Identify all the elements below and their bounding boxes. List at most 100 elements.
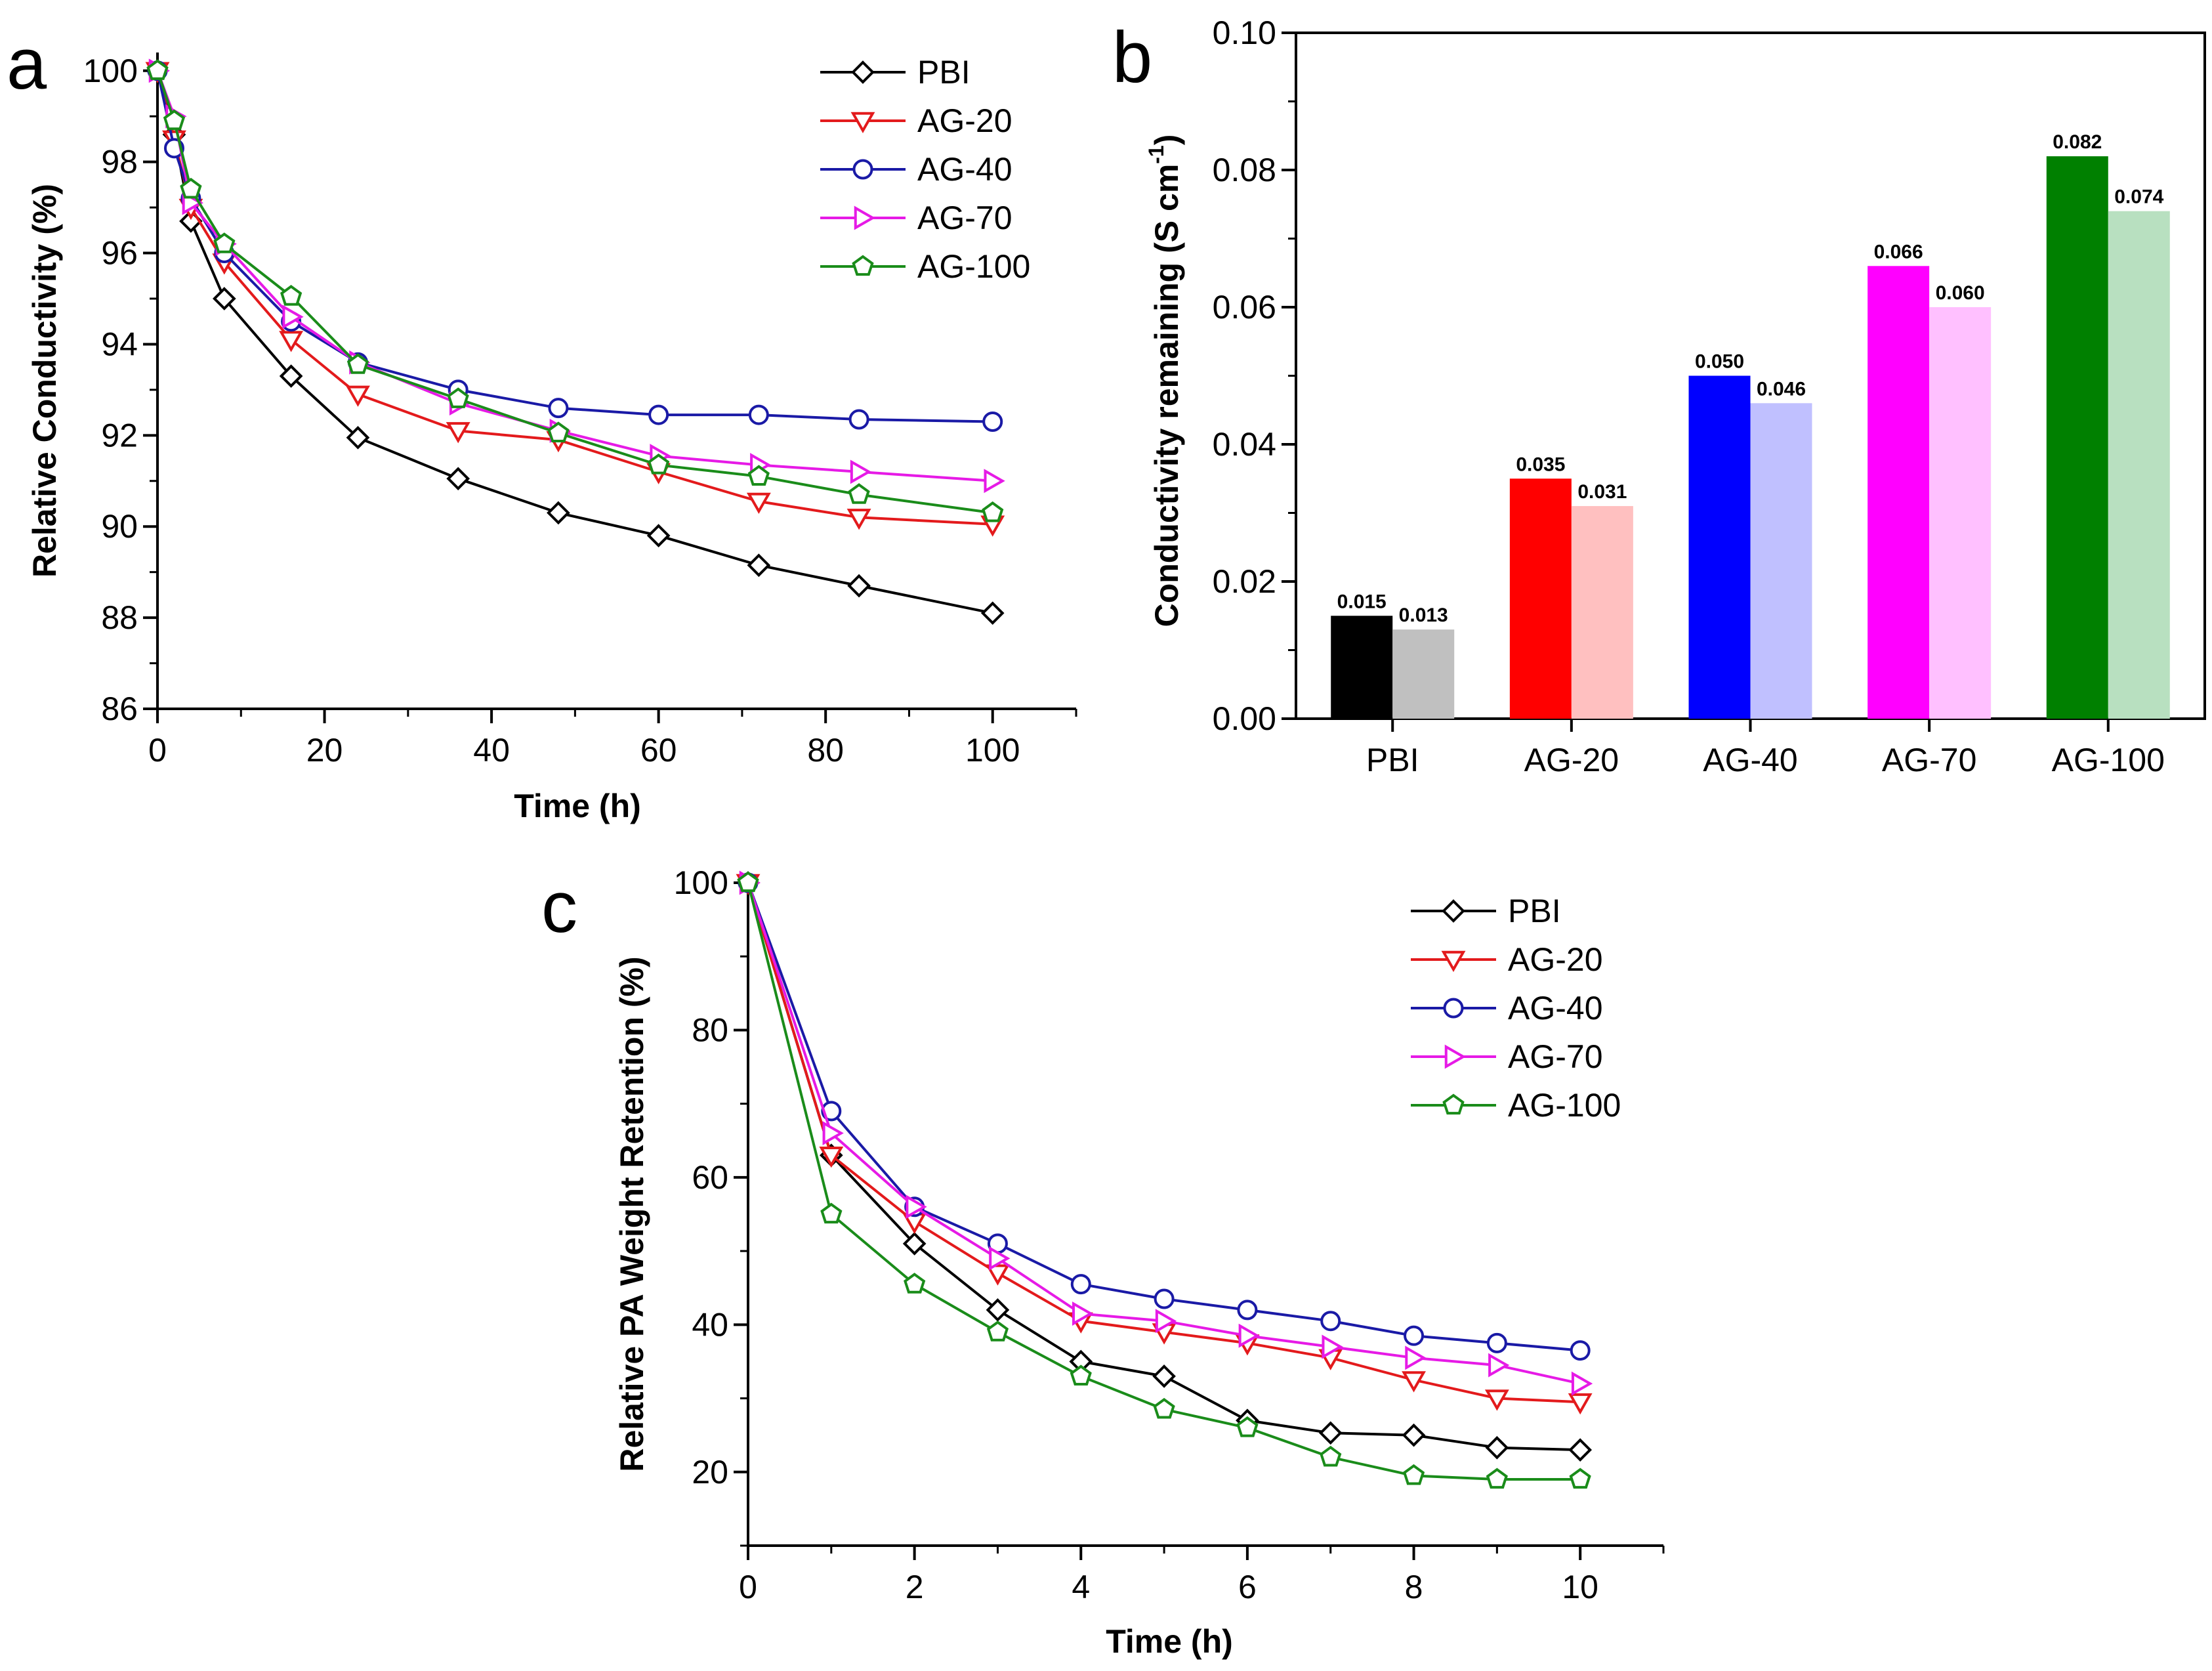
a-plot-xtick-label-40: 40 [473, 732, 510, 769]
b-plot-ytick-label-2: 0.04 [1213, 426, 1276, 463]
c-plot-point-pbi-5 [1152, 1364, 1176, 1388]
a-plot-xtick-label-0: 0 [148, 732, 167, 769]
b-plot-cat-label-ag-20: AG-20 [1524, 742, 1619, 778]
c-plot-series-ag-70 [739, 870, 1593, 1396]
a-plot-point-pbi-6 [446, 467, 470, 491]
c-plot-xtick-label-10: 10 [1562, 1569, 1598, 1605]
panel-c-plot-area: 0 2 4 6 8 10 20 40 60 80 100 PBI AG-20 AG-40 AG-70 AG-1… [674, 864, 1665, 1605]
c-plot-point-ag-40-7 [1320, 1311, 1341, 1332]
panel-label-a: a [7, 24, 47, 104]
b-plot-bar-label-ag-40-dark: 0.050 [1695, 351, 1744, 373]
b-plot-bar-label-pbi-dark: 0.015 [1337, 591, 1387, 612]
panel-a-plot-area: 0 20 40 60 80 100 86 88 90 92 94 96 98 100 PBI AG-20 AG-… [83, 53, 1077, 769]
c-plot-point-pbi-2 [902, 1232, 927, 1256]
c-plot-point-ag-100-5 [1153, 1397, 1175, 1419]
c-plot-point-ag-70-4 [1072, 1301, 1094, 1326]
a-plot-point-ag-100-9 [747, 465, 770, 486]
c-plot-point-pbi-7 [1318, 1421, 1343, 1445]
a-plot-point-ag-100-10 [848, 483, 870, 504]
a-plot-point-ag-100-11 [982, 501, 1004, 522]
a-plot-xtick-label-100: 100 [965, 732, 1020, 769]
a-plot-ytick-label-96: 96 [101, 235, 138, 272]
a-plot-legend-marker-ag-100 [852, 255, 874, 276]
c-plot-xtick-label-2: 2 [906, 1569, 924, 1605]
a-plot-point-pbi-5 [346, 425, 370, 450]
c-plot-xtick-label-4: 4 [1072, 1569, 1090, 1605]
a-plot-legend-marker-ag-40 [852, 159, 873, 180]
b-plot-bar-ag-100-light [2108, 211, 2170, 719]
b-plot-cat-label-ag-100: AG-100 [2052, 742, 2165, 778]
c-plot-legend-marker-ag-20 [1441, 950, 1466, 973]
c-plot-series-pbi [736, 871, 1593, 1462]
c-plot-point-ag-100-9 [1486, 1468, 1508, 1489]
a-plot-point-ag-100-1 [163, 109, 186, 131]
b-plot-bar-ag-70-light [1929, 307, 1992, 719]
b-plot-bar-label-ag-70-dark: 0.066 [1874, 241, 1923, 263]
panel-c-ylabel: Relative PA Weight Retention (%) [614, 956, 650, 1471]
a-plot-legend-label-pbi: PBI [917, 54, 970, 91]
a-plot-point-ag-20-10 [846, 509, 871, 530]
c-plot-legend-label-ag-70: AG-70 [1508, 1038, 1603, 1075]
a-plot-legend-marker-ag-70 [854, 205, 876, 230]
a-plot-xtick-label-80: 80 [807, 732, 844, 769]
c-plot-point-ag-70-8 [1405, 1345, 1427, 1370]
c-plot-point-ag-20-10 [1568, 1393, 1593, 1415]
b-plot-cat-label-ag-70: AG-70 [1882, 742, 1977, 778]
a-plot-ytick-label-88: 88 [101, 599, 138, 636]
c-plot-point-ag-100-1 [820, 1202, 843, 1224]
a-plot-point-ag-100-5 [346, 353, 369, 374]
b-plot-bar-ag-40-dark [1688, 375, 1751, 719]
panel-a-ylabel: Relative Conductivity (%) [26, 184, 63, 578]
c-plot-point-ag-100-3 [986, 1321, 1009, 1342]
b-plot-cat-label-ag-40: AG-40 [1703, 742, 1798, 778]
c-plot-ytick-label-100: 100 [674, 864, 728, 901]
panel-a-line-chart: a Relative Conductivity (%) Time (h) 0 20… [7, 24, 1077, 824]
b-plot-bar-ag-20-light [1571, 506, 1633, 719]
c-plot-point-pbi-9 [1485, 1435, 1509, 1460]
a-plot-point-pbi-7 [547, 501, 570, 525]
a-plot-point-pbi-11 [980, 601, 1005, 625]
c-plot-point-ag-70-5 [1155, 1309, 1177, 1334]
c-plot-point-ag-40-8 [1404, 1325, 1425, 1346]
c-plot-ytick-label-20: 20 [692, 1454, 728, 1491]
a-plot-point-ag-40-8 [648, 404, 669, 425]
a-plot-xtick-label-20: 20 [306, 732, 343, 769]
c-plot-legend-marker-ag-40 [1443, 998, 1464, 1019]
a-plot-point-ag-100-8 [648, 454, 670, 475]
a-plot-ytick-label-86: 86 [101, 690, 138, 727]
panel-b-plot-area: 0.00 0.02 0.04 0.06 0.08 0.10 PBI 0.015 0.013 AG-… [1213, 14, 2206, 778]
b-plot-bar-label-pbi-light: 0.013 [1399, 604, 1448, 626]
b-plot-bar-pbi-light [1392, 629, 1455, 719]
a-plot-point-ag-70-4 [282, 305, 304, 329]
c-plot-point-ag-40-4 [1070, 1274, 1091, 1295]
c-plot-point-ag-100-10 [1569, 1468, 1591, 1489]
panel-b-ylabel-sup: -1 [1144, 145, 1168, 163]
a-plot-point-ag-100-4 [280, 285, 303, 306]
a-plot-point-ag-100-0 [146, 59, 169, 80]
c-plot-point-pbi-8 [1402, 1423, 1426, 1447]
a-plot-point-ag-20-9 [746, 492, 771, 515]
a-plot-point-ag-20-6 [446, 422, 470, 444]
b-plot-ytick-label-3: 0.06 [1213, 289, 1276, 326]
panel-b-ylabel-end: ) [1148, 135, 1185, 146]
a-plot-point-pbi-9 [747, 553, 771, 578]
b-plot-ytick-label-1: 0.02 [1213, 563, 1276, 600]
a-plot-point-pbi-3 [212, 287, 236, 310]
b-plot-bar-ag-100-dark [2046, 156, 2108, 719]
a-plot-point-ag-40-7 [548, 398, 569, 419]
a-plot-legend-label-ag-40: AG-40 [917, 151, 1012, 188]
a-plot-series-ag-100 [146, 59, 1004, 522]
c-plot-xtick-label-8: 8 [1405, 1569, 1423, 1605]
panel-label-c: c [541, 867, 577, 948]
c-plot-legend-marker-pbi [1442, 899, 1465, 923]
b-plot-bar-label-ag-100-dark: 0.082 [2053, 131, 2102, 153]
c-plot-legend-label-ag-100: AG-100 [1508, 1087, 1621, 1124]
b-plot-ytick-label-4: 0.08 [1213, 152, 1276, 188]
c-plot-point-ag-40-9 [1486, 1332, 1507, 1353]
c-plot-series-ag-40 [738, 872, 1591, 1361]
a-plot-legend: PBI AG-20 AG-40 AG-70 AG-100 [820, 54, 1030, 285]
c-plot-point-ag-70-6 [1238, 1323, 1260, 1348]
a-plot-point-pbi-8 [646, 524, 671, 547]
c-plot-legend-marker-ag-70 [1444, 1044, 1467, 1069]
